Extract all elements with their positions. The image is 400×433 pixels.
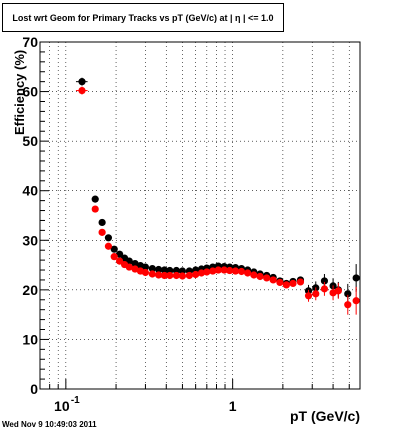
data-point: [282, 281, 291, 289]
data-point: [352, 297, 360, 305]
data-point: [203, 268, 211, 276]
axis-ticks: [40, 41, 350, 390]
y-tick-label: 10: [22, 331, 38, 347]
chart-title: Lost wrt Geom for Primary Tracks vs pT (…: [2, 3, 284, 32]
data-point: [209, 267, 217, 275]
data-point: [155, 265, 163, 274]
data-point: [192, 270, 200, 279]
y-tick-label: 70: [22, 34, 38, 50]
data-point: [269, 276, 277, 284]
data-point: [110, 253, 118, 261]
plot-frame: [39, 41, 361, 390]
data-point: [91, 195, 99, 203]
data-point: [344, 290, 352, 298]
y-tick-label: 60: [22, 84, 38, 100]
y-tick-label: 40: [22, 183, 38, 199]
data-point: [98, 228, 106, 236]
timestamp: Wed Nov 9 10:49:03 2011: [2, 420, 97, 429]
data-point: [141, 268, 150, 277]
data-point: [344, 301, 352, 309]
data-point: [231, 267, 240, 275]
data-point: [110, 245, 118, 253]
data-point: [244, 269, 252, 277]
data-point: [166, 271, 174, 280]
grid-lines: [40, 42, 360, 389]
data-point: [141, 263, 150, 271]
data-point: [304, 292, 313, 300]
data-point: [312, 290, 320, 298]
x-tick-exponent: -1: [71, 395, 80, 406]
data-point: [263, 274, 271, 282]
data-point: [320, 277, 329, 285]
data-point: [226, 266, 234, 275]
data-point: [250, 271, 258, 279]
y-tick-label: 30: [22, 232, 38, 248]
data-point: [98, 218, 106, 227]
data-point: [289, 279, 297, 288]
data-point: [155, 271, 163, 279]
data-point: [148, 264, 156, 273]
x-tick-label: 10: [54, 398, 70, 414]
data-point: [172, 266, 180, 275]
data-point: [104, 234, 113, 242]
data-point: [220, 266, 228, 274]
data-point: [352, 274, 360, 282]
data-point: [214, 266, 222, 274]
data-point: [115, 250, 124, 258]
data-point: [256, 272, 264, 281]
data-point: [160, 266, 169, 274]
data-point: [148, 270, 156, 278]
y-axis-label: Efficiency (%): [12, 49, 27, 135]
x-axis-label: pT (GeV/c): [290, 408, 361, 424]
y-tick-label: 0: [30, 381, 38, 397]
data-point: [185, 271, 193, 280]
x-tick-label: 1: [229, 398, 237, 414]
data-point: [172, 271, 180, 280]
data-point: [115, 257, 124, 265]
data-point: [166, 266, 174, 275]
data-point: [237, 267, 246, 276]
data-point: [178, 272, 187, 280]
data-point: [334, 287, 342, 295]
y-tick-label: 20: [22, 282, 38, 298]
data-point: [125, 263, 133, 271]
data-point: [160, 271, 169, 280]
data-point: [78, 78, 86, 86]
data-point: [91, 205, 99, 213]
data-point: [78, 86, 86, 95]
data-point: [276, 278, 284, 287]
data-point: [104, 242, 113, 250]
data-point: [296, 278, 305, 286]
data-point: [320, 285, 329, 293]
data-points: [75, 77, 360, 315]
data-point: [197, 269, 206, 277]
data-point: [178, 267, 187, 275]
y-tick-label: 50: [22, 133, 38, 149]
